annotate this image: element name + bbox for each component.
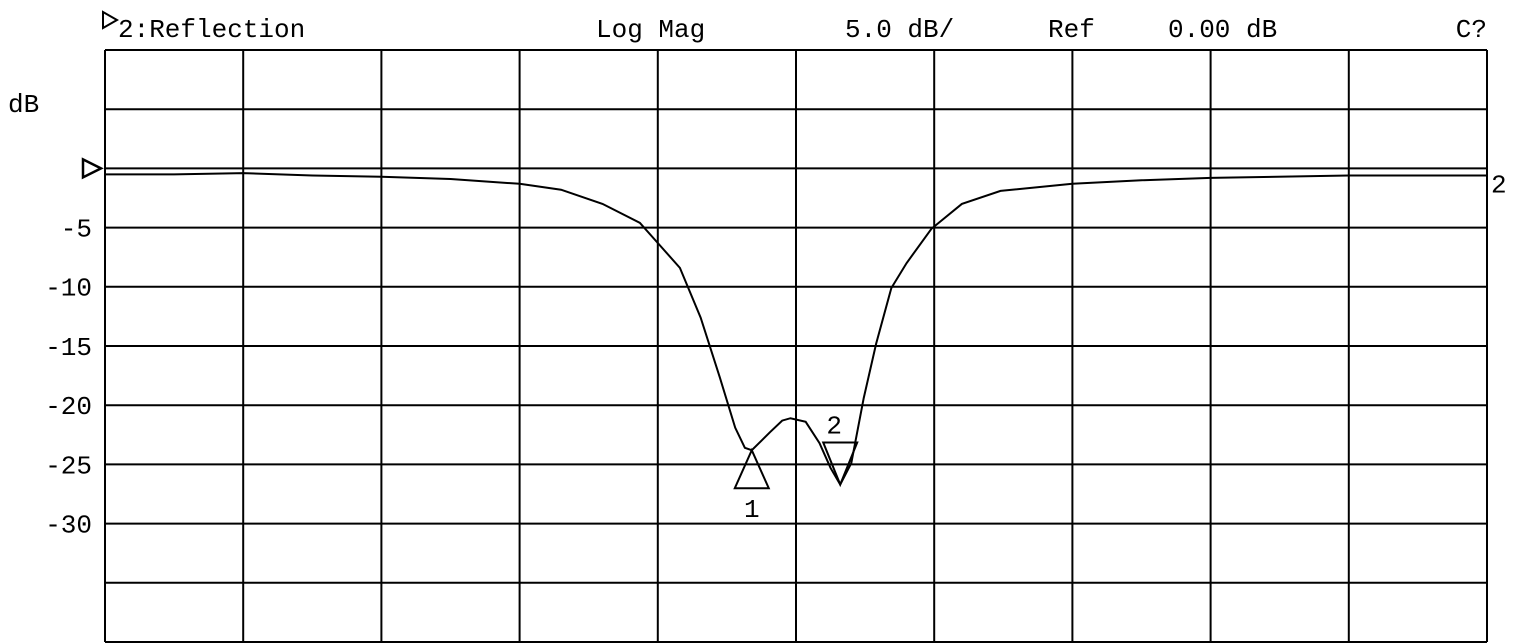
marker-label: 1: [744, 495, 760, 525]
scale: 5.0 dB/: [845, 15, 954, 45]
y-tick-label: -25: [45, 451, 92, 481]
y-tick-label: -20: [45, 392, 92, 422]
marker: [733, 447, 771, 490]
format: Log Mag: [596, 15, 705, 45]
ref-marker: [81, 157, 104, 180]
y-tick-label: -5: [61, 214, 92, 244]
channel-icon: [102, 10, 120, 30]
trace: [105, 172, 1487, 487]
marker: [821, 441, 859, 488]
trace-label: 2: [1491, 170, 1507, 200]
y-tick-label: -30: [45, 510, 92, 540]
trace-title: 2:Reflection: [118, 15, 305, 45]
ref-value: 0.00 dB: [1168, 15, 1277, 45]
y-unit: dB: [8, 90, 39, 120]
y-tick-label: -10: [45, 274, 92, 304]
y-tick-label: -15: [45, 333, 92, 363]
ref-label: Ref: [1048, 15, 1095, 45]
status: C?: [1456, 15, 1487, 45]
marker-label: 2: [826, 411, 842, 441]
